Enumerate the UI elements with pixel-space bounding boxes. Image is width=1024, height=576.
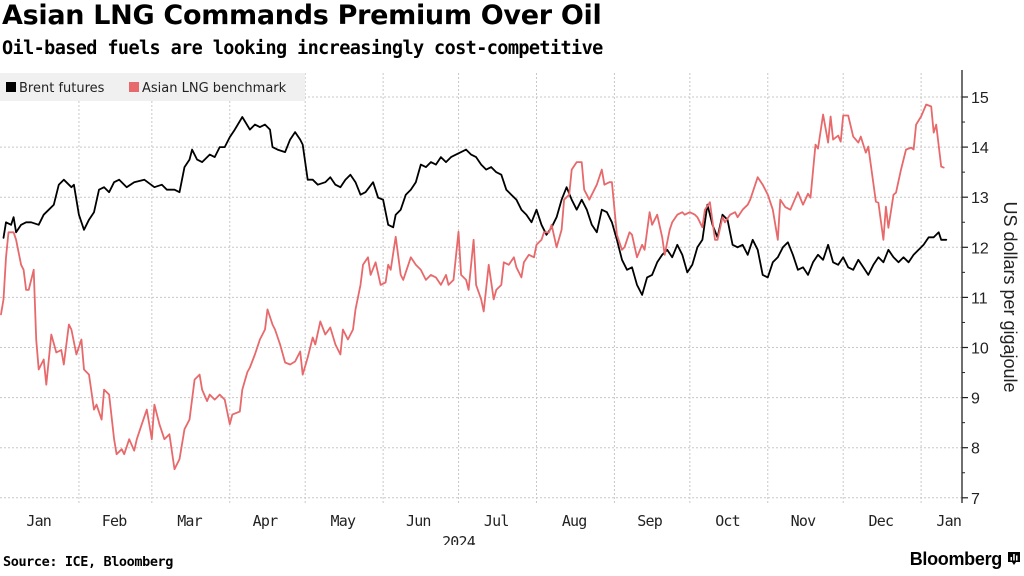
y-tick-label: 15 (971, 90, 989, 107)
gridlines (0, 73, 962, 505)
x-tick-label: Jan (26, 512, 51, 530)
y-tick-label: 14 (971, 140, 989, 157)
line-chart: Brent futures Asian LNG benchmark 7 8 9 10 1… (0, 70, 1020, 545)
x-tick-label: Dec (869, 512, 894, 530)
y-axis: 7 8 9 10 11 12 13 14 15 (961, 70, 989, 508)
legend-label-brent: Brent futures (19, 81, 105, 96)
x-tick-label: Mar (177, 512, 202, 530)
x-tick-label: May (331, 512, 356, 530)
x-axis: Jan Feb Mar Apr May Jun Jul Aug Sep Oct Nov Dec Jan 2… (26, 512, 962, 545)
y-tick-label: 8 (971, 441, 980, 458)
x-tick-label: Feb (102, 512, 127, 530)
legend-swatch-lng (129, 82, 139, 92)
series-line-brent-futures (2, 116, 948, 296)
x-tick-label: Jun (406, 512, 431, 530)
legend-label-lng: Asian LNG benchmark (142, 81, 287, 96)
chart-subtitle: Oil-based fuels are looking increasingly… (2, 38, 603, 59)
y-tick-label: 9 (971, 391, 980, 408)
x-tick-label: Apr (253, 512, 278, 530)
x-tick-label: Jan (936, 512, 961, 530)
bloomberg-terminal-icon (1008, 552, 1020, 565)
x-tick-label: Nov (791, 512, 816, 530)
x-tick-label: Jul (484, 512, 509, 530)
x-year-label: 2024 (442, 533, 476, 545)
bloomberg-logo-text: Bloomberg (909, 549, 1003, 569)
x-tick-label: Aug (562, 512, 587, 530)
y-tick-label: 11 (971, 290, 988, 307)
legend-background (0, 73, 305, 101)
series-lines (0, 103, 948, 471)
x-tick-label: Sep (637, 512, 662, 530)
chart-title: Asian LNG Commands Premium Over Oil (2, 0, 602, 31)
x-tick-label: Oct (715, 512, 740, 530)
y-tick-label: 7 (971, 491, 980, 508)
series-line-asian-lng-benchmark (0, 103, 945, 471)
y-tick-label: 10 (971, 341, 989, 358)
legend-swatch-brent (6, 82, 16, 92)
y-axis-title: US dollars per gigajoule (1000, 201, 1020, 392)
source-note: Source: ICE, Bloomberg (3, 554, 174, 570)
y-tick-label: 12 (971, 240, 989, 257)
y-tick-label: 13 (971, 190, 989, 207)
